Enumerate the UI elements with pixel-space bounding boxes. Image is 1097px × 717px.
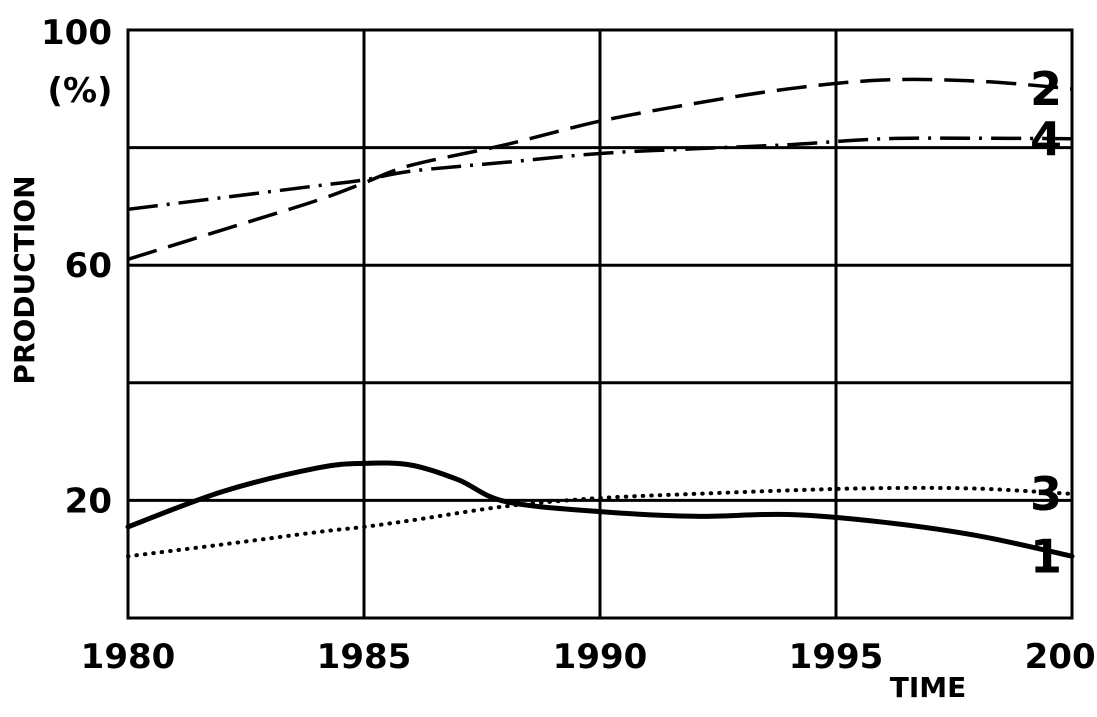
x-tick-2000: 2000 <box>1025 637 1097 677</box>
y-tick-60: 60 <box>65 246 112 286</box>
series-3-label: 3 <box>1030 467 1062 521</box>
series-lines <box>125 77 1075 559</box>
tick-labels: 1980 1985 1990 1995 2000 20 60 100 <box>41 13 1097 677</box>
series-1-label: 1 <box>1030 529 1062 583</box>
x-tick-1990: 1990 <box>553 637 648 677</box>
y-tick-100: 100 <box>41 13 112 53</box>
x-tick-1985: 1985 <box>317 637 412 677</box>
y-axis-title: PRODUCTION <box>8 175 41 384</box>
y-axis-unit: (%) <box>47 71 112 111</box>
x-axis-title: TIME <box>890 671 967 704</box>
series-3-line <box>126 485 1074 559</box>
series-4-label: 4 <box>1030 112 1062 166</box>
series-4-line <box>127 136 1073 212</box>
x-tick-1995: 1995 <box>789 637 884 677</box>
y-tick-20: 20 <box>65 481 112 521</box>
series-2-line <box>127 77 1073 261</box>
series-labels: 1 2 3 4 <box>1030 62 1062 583</box>
x-tick-1980: 1980 <box>81 637 176 677</box>
plot-frame <box>126 28 1074 620</box>
series-2-label: 2 <box>1030 62 1062 116</box>
